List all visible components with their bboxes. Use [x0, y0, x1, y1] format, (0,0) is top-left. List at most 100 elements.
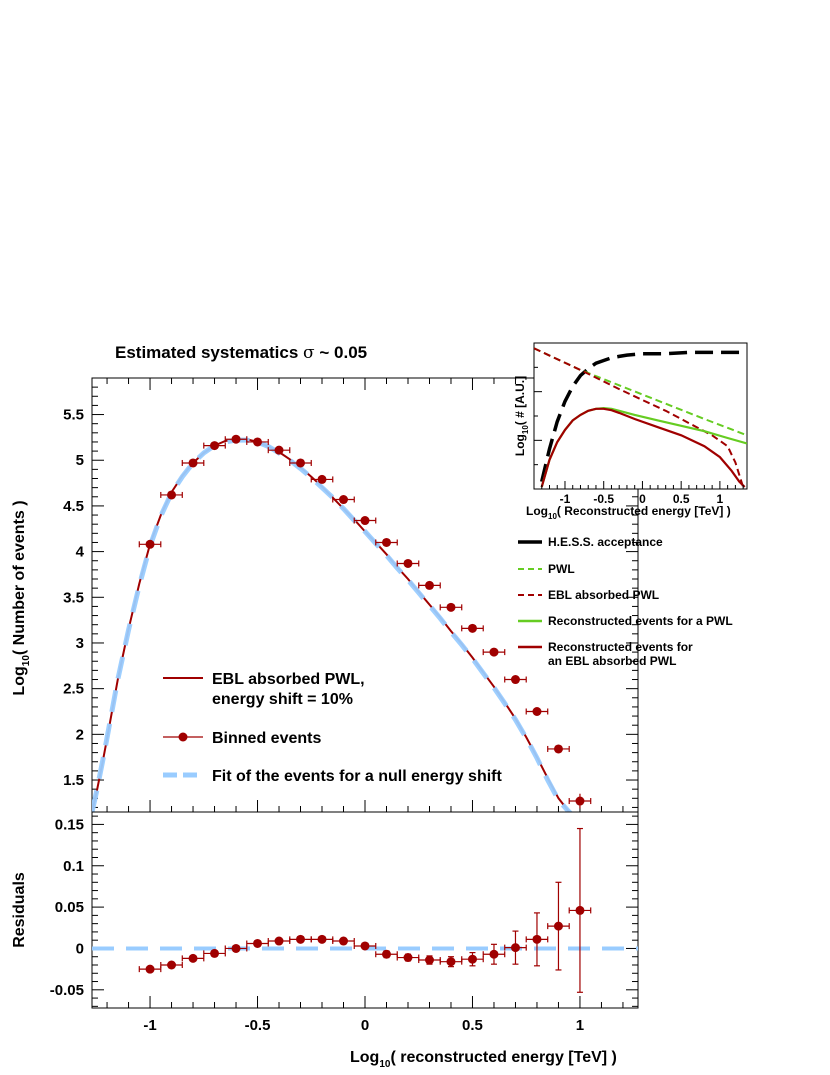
residual-point	[424, 955, 434, 965]
res-y-tick-label: 0.1	[63, 858, 84, 875]
main-plot-area	[92, 434, 592, 812]
residual-point	[532, 934, 542, 944]
res-y-tick-label: 0	[76, 940, 84, 957]
inset-x-tick-label: 1	[717, 492, 724, 506]
chart-title: Estimated systematics σ ~ 0.05	[115, 343, 367, 363]
residual-point	[575, 905, 585, 915]
residual-point	[446, 957, 456, 967]
residual-point	[145, 964, 155, 974]
residual-point	[231, 943, 241, 953]
residual-point	[253, 938, 263, 948]
binned-point	[145, 539, 155, 549]
binned-point	[446, 602, 456, 612]
inset-hess-acceptance-line	[539, 350, 747, 483]
binned-point	[553, 744, 563, 754]
residual-point	[381, 949, 391, 959]
residual-point	[467, 954, 477, 964]
binned-point	[510, 675, 520, 685]
binned-point	[532, 706, 542, 716]
binned-point	[317, 474, 327, 484]
legend-label-fit: Fit of the events for a null energy shif…	[212, 768, 502, 785]
inset-axis-ticks	[534, 366, 744, 489]
legend-swatch-binned-marker	[178, 732, 188, 742]
inset-x-tick-label: -0.5	[593, 492, 614, 506]
binned-point	[403, 558, 413, 568]
residual-point	[403, 953, 413, 963]
binned-point	[424, 580, 434, 590]
residual-point	[296, 934, 306, 944]
inset-ebl-pwl-line	[534, 347, 745, 488]
residuals-y-axis-label: Residuals	[11, 872, 28, 948]
res-y-tick-label: -0.05	[50, 982, 84, 999]
residual-point	[274, 936, 284, 946]
main-y-tick-label: 3.5	[63, 589, 84, 606]
binned-point	[489, 647, 499, 657]
residual-point	[210, 948, 220, 958]
residual-plot-frame	[91, 811, 639, 1009]
inset-x-axis-label: Log10( Reconstructed energy [TeV] )	[526, 504, 731, 521]
inset-legend-label-pwl: PWL	[548, 562, 575, 576]
x-tick-label: -0.5	[245, 1017, 271, 1034]
x-tick-label: 0.5	[462, 1017, 483, 1034]
residual-point	[317, 934, 327, 944]
binned-point	[381, 537, 391, 547]
x-tick-label: 0	[361, 1017, 369, 1034]
inset-legend-label-reco-ebl: Reconstructed events for	[548, 640, 693, 654]
legend-label-binned: Binned events	[212, 730, 321, 747]
inset-legend-label-reco-ebl-line2: an EBL absorbed PWL	[548, 654, 676, 668]
inset-x-tick-label: 0	[639, 492, 646, 506]
binned-point	[231, 434, 241, 444]
res-y-tick-label: 0.05	[55, 899, 84, 916]
inset-legend-label-hess: H.E.S.S. acceptance	[548, 535, 663, 549]
series-fit-line	[92, 437, 573, 812]
residual-point	[167, 960, 177, 970]
main-y-tick-label: 1.5	[63, 772, 84, 789]
inset-reco-ebl-line	[540, 407, 746, 488]
main-y-tick-label: 5	[76, 452, 84, 469]
residual-point	[553, 921, 563, 931]
inset-x-tick-labels: -1 -0.5 0 0.5 1	[560, 492, 724, 506]
main-y-tick-labels: 1.5 2 2.5 3 3.5 4 4.5 5 5.5	[63, 407, 85, 789]
res-y-tick-label: 0.15	[55, 816, 84, 833]
residual-point	[360, 941, 370, 951]
x-tick-label: -1	[143, 1017, 156, 1034]
legend-label-ebl-shift: EBL absorbed PWL,	[212, 671, 365, 688]
binned-point	[575, 796, 585, 806]
residual-axis-ticks	[92, 815, 638, 1008]
binned-point	[360, 516, 370, 526]
binned-point	[296, 458, 306, 468]
binned-point	[188, 458, 198, 468]
residual-point	[188, 953, 198, 963]
residual-point	[489, 949, 499, 959]
inset-x-tick-label: 0.5	[673, 492, 690, 506]
inset-x-tick-label: -1	[560, 492, 571, 506]
main-y-tick-label: 4	[76, 544, 85, 561]
residual-point	[510, 943, 520, 953]
main-y-tick-label: 2.5	[63, 681, 84, 698]
main-y-tick-label: 5.5	[63, 407, 84, 424]
residual-plot-area	[92, 827, 638, 993]
binned-point	[167, 490, 177, 500]
main-y-tick-label: 2	[76, 726, 84, 743]
residual-y-tick-labels: -0.05 0 0.05 0.1 0.15	[50, 816, 84, 998]
inset-plot-area	[534, 347, 747, 488]
x-tick-label: 1	[576, 1017, 584, 1034]
legend-label-ebl-shift-line2: energy shift = 10%	[212, 691, 353, 708]
main-y-tick-label: 3	[76, 635, 84, 652]
main-y-tick-label: 4.5	[63, 498, 84, 515]
binned-point	[339, 495, 349, 505]
inset-legend-label-ebl: EBL absorbed PWL	[548, 588, 659, 602]
inset-legend: H.E.S.S. acceptance PWL EBL absorbed PWL…	[518, 535, 733, 668]
inset-y-axis-label: Log10( # [A.U.]	[513, 376, 530, 456]
x-tick-labels: -1 -0.5 0 0.5 1	[143, 1017, 584, 1034]
binned-point	[210, 441, 220, 451]
binned-point	[467, 623, 477, 633]
binned-point	[274, 445, 284, 455]
x-axis-label: Log10( reconstructed energy [TeV] )	[350, 1049, 617, 1070]
binned-point	[253, 437, 263, 447]
residual-point	[339, 936, 349, 946]
inset-legend-label-reco-pwl: Reconstructed events for a PWL	[548, 614, 733, 628]
main-y-axis-label: Log10( Number of events )	[11, 500, 32, 695]
main-legend: EBL absorbed PWL, energy shift = 10% Bin…	[163, 671, 502, 785]
